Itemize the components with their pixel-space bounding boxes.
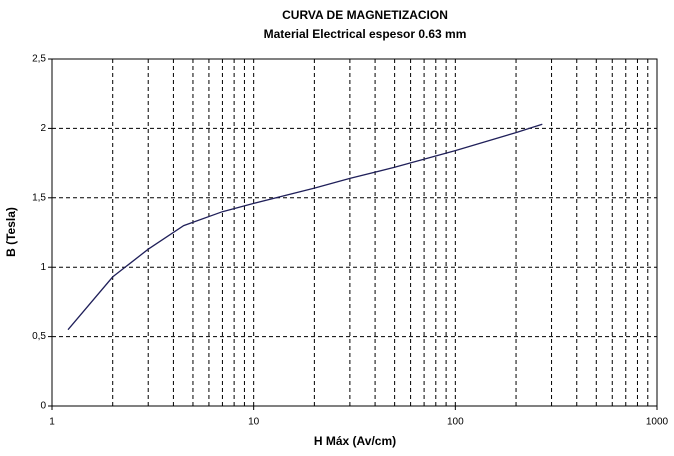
y-tick-label: 2	[40, 123, 46, 134]
y-tick-label: 1,5	[32, 192, 46, 203]
chart-subtitle: Material Electrical espesor 0.63 mm	[264, 27, 467, 41]
x-tick-label: 1000	[646, 417, 669, 428]
chart-title: CURVA DE MAGNETIZACION	[282, 8, 448, 22]
y-tick-label: 0	[40, 401, 46, 412]
y-tick-label: 1	[40, 262, 46, 273]
x-axis-label: H Máx (Av/cm)	[314, 434, 396, 448]
y-tick-label: 2,5	[32, 54, 46, 65]
x-tick-label: 10	[248, 417, 260, 428]
plot-frame	[51, 58, 658, 407]
data-line	[67, 123, 543, 331]
y-tick-label: 0,5	[32, 331, 46, 342]
x-tick-label: 100	[447, 417, 464, 428]
x-tick-label: 1	[49, 417, 55, 428]
y-axis-label: B (Tesla)	[4, 207, 18, 257]
